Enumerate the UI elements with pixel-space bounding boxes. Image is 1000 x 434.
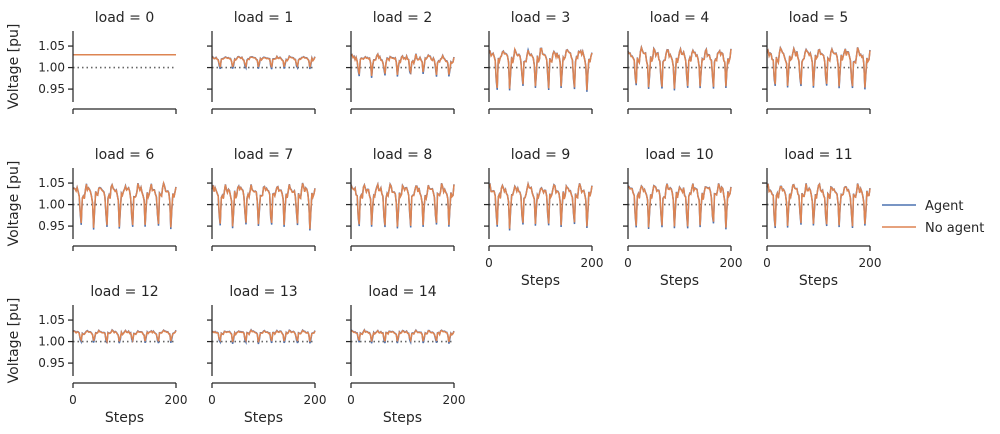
facet-panel-load-9: load = 9 0 200 Steps xyxy=(484,147,603,289)
series-line-no-agent xyxy=(766,46,871,88)
facet-title: load = 2 xyxy=(373,10,432,26)
facet-panel-load-1: load = 1 xyxy=(207,10,316,114)
facet-panel-load-12: load = 12 0.95 1.00 1.05 0 200 Steps Voltage [p… xyxy=(6,284,187,426)
x-tick-label: 200 xyxy=(581,256,604,270)
x-tick-label: 0 xyxy=(624,256,632,270)
facet-title: load = 7 xyxy=(234,147,293,163)
y-tick-label: 0.95 xyxy=(38,219,65,233)
legend: Agent No agent xyxy=(882,199,984,236)
facet-title: load = 13 xyxy=(229,284,297,300)
y-tick-label: 1.00 xyxy=(38,335,65,349)
series-line-no-agent xyxy=(350,181,455,227)
series-line-no-agent xyxy=(350,52,455,77)
legend-label-no-agent: No agent xyxy=(925,221,984,236)
facet-title: load = 8 xyxy=(373,147,432,163)
facet-title: load = 9 xyxy=(511,147,570,163)
series-line-no-agent xyxy=(488,46,593,91)
facet-title: load = 10 xyxy=(645,147,713,163)
series-line-no-agent xyxy=(350,328,455,344)
facet-panel-load-2: load = 2 xyxy=(346,10,455,114)
x-tick-label: 0 xyxy=(763,256,771,270)
facet-title: load = 1 xyxy=(234,10,293,26)
facet-panel-load-11: load = 11 0 200 Steps xyxy=(762,147,881,289)
facet-title: load = 6 xyxy=(95,147,155,163)
x-tick-label: 200 xyxy=(443,393,466,407)
series-line-no-agent xyxy=(211,183,316,229)
facet-panel-load-5: load = 5 xyxy=(762,10,871,114)
facet-title: load = 12 xyxy=(90,284,158,300)
y-tick-label: 1.05 xyxy=(38,39,65,53)
facet-panel-load-4: load = 4 xyxy=(623,10,732,114)
legend-label-agent: Agent xyxy=(925,199,963,214)
series-line-no-agent xyxy=(211,55,316,69)
series-line-no-agent xyxy=(211,328,316,343)
x-tick-label: 200 xyxy=(859,256,882,270)
y-tick-label: 1.00 xyxy=(38,61,65,75)
facet-panel-load-10: load = 10 0 200 Steps xyxy=(623,147,742,289)
facet-title: load = 4 xyxy=(650,10,710,26)
facet-panel-load-8: load = 8 xyxy=(346,147,455,251)
y-tick-label: 0.95 xyxy=(38,82,65,96)
x-tick-label: 0 xyxy=(69,393,77,407)
x-axis-label: Steps xyxy=(105,410,144,426)
series-line-no-agent xyxy=(488,181,593,229)
x-tick-label: 0 xyxy=(208,393,216,407)
y-axis-label: Voltage [pu] xyxy=(6,24,22,110)
x-axis-label: Steps xyxy=(521,273,560,289)
facet-panel-load-0: load = 0 0.95 1.00 1.05 Voltage [pu] xyxy=(6,10,177,114)
x-tick-label: 200 xyxy=(304,393,327,407)
facet-panel-load-6: load = 6 0.95 1.00 1.05 Voltage [pu] xyxy=(6,147,177,251)
facet-title: load = 3 xyxy=(511,10,570,26)
series-line-no-agent xyxy=(627,183,732,228)
x-tick-label: 200 xyxy=(165,393,188,407)
series-line-no-agent xyxy=(72,328,177,345)
y-tick-label: 1.05 xyxy=(38,176,65,190)
y-tick-label: 1.05 xyxy=(38,313,65,327)
facet-title: load = 5 xyxy=(789,10,848,26)
facet-title: load = 14 xyxy=(368,284,436,300)
y-axis-label: Voltage [pu] xyxy=(6,161,22,247)
series-line-no-agent xyxy=(766,182,871,227)
series-line-no-agent xyxy=(72,180,177,228)
x-axis-label: Steps xyxy=(244,410,283,426)
x-axis-label: Steps xyxy=(383,410,422,426)
x-axis-label: Steps xyxy=(799,273,838,289)
y-tick-label: 0.95 xyxy=(38,356,65,370)
series-line-no-agent xyxy=(627,44,732,89)
x-axis-label: Steps xyxy=(660,273,699,289)
x-tick-label: 0 xyxy=(347,393,355,407)
facet-title: load = 0 xyxy=(95,10,154,26)
y-tick-label: 1.00 xyxy=(38,198,65,212)
facet-panel-load-13: load = 13 0 200 Steps xyxy=(207,284,326,426)
facet-panel-load-14: load = 14 0 200 Steps xyxy=(346,284,465,426)
x-tick-label: 200 xyxy=(720,256,743,270)
facet-title: load = 11 xyxy=(784,147,852,163)
y-axis-label: Voltage [pu] xyxy=(6,298,22,384)
facet-panel-load-7: load = 7 xyxy=(207,147,316,251)
facet-panel-load-3: load = 3 xyxy=(484,10,593,114)
x-tick-label: 0 xyxy=(485,256,493,270)
